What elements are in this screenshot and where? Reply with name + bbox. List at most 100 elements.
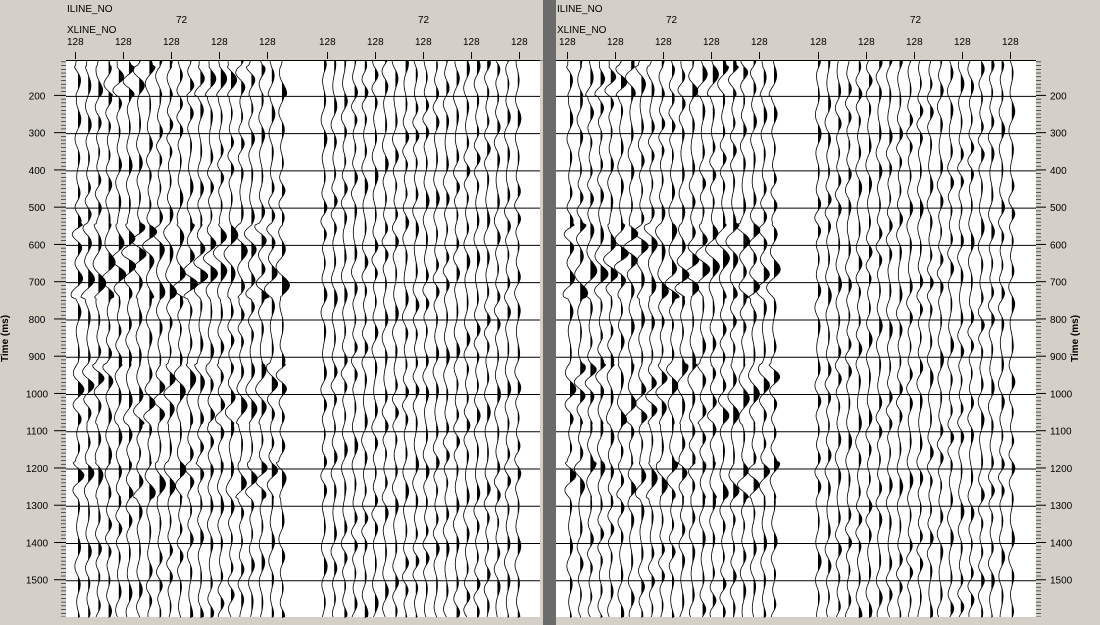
y-tick-label: 500	[29, 203, 46, 214]
y-tick-label: 300	[29, 129, 46, 140]
trace-fill	[1011, 61, 1015, 618]
trace-wiggle	[977, 61, 985, 618]
trace-wiggle	[562, 61, 577, 618]
trace-wiggle	[875, 61, 883, 618]
trace-fill	[930, 61, 934, 618]
trace-wiggle	[212, 61, 228, 618]
trace-fill	[456, 61, 460, 618]
y-axis-title: Time (ms)	[0, 314, 12, 363]
trace-fill	[889, 61, 893, 618]
xline-tick-label: 128	[858, 37, 875, 48]
xline-tick	[818, 52, 819, 59]
xline-tick	[123, 52, 124, 59]
trace-wiggle	[111, 61, 127, 618]
trace-wiggle	[747, 61, 761, 618]
trace-fill	[651, 61, 658, 618]
trace-fill	[78, 61, 84, 618]
xline-tick-label: 128	[319, 37, 336, 48]
trace-fill	[364, 61, 368, 618]
trace-fill	[743, 61, 750, 618]
y-tick-label: 300	[1050, 129, 1067, 140]
trace-fill	[981, 61, 985, 618]
trace-fill	[774, 61, 781, 618]
y-tick-label: 1500	[26, 576, 49, 587]
trace-wiggle	[814, 61, 822, 618]
wiggle-plot-right[interactable]	[556, 60, 1036, 618]
trace-fill	[88, 61, 95, 618]
xline-tick-label: 128	[810, 37, 827, 48]
trace-wiggle	[193, 61, 209, 618]
xline-tick	[471, 52, 472, 59]
trace-wiggle	[483, 61, 491, 618]
trace-wiggle	[834, 61, 843, 618]
y-tick-label: 1400	[26, 538, 49, 549]
panel-divider[interactable]	[543, 0, 556, 625]
trace-wiggle	[163, 61, 178, 618]
trace-wiggle	[725, 61, 740, 618]
trace-fill	[210, 61, 218, 618]
xline-tick-label: 128	[67, 37, 84, 48]
trace-fill	[251, 61, 258, 618]
trace-wiggle	[946, 61, 955, 618]
trace-wiggle	[643, 61, 658, 618]
xline-tick	[567, 52, 568, 59]
trace-fill	[139, 61, 147, 618]
y-tick-label: 700	[29, 278, 46, 289]
wiggle-plot-left[interactable]	[66, 60, 540, 618]
trace-wiggle	[473, 61, 481, 618]
xline-tick-label: 128	[607, 37, 624, 48]
trace-wiggle	[263, 61, 279, 618]
trace-wiggle	[735, 61, 751, 618]
trace-wiggle	[885, 61, 893, 618]
trace-wiggle	[1008, 61, 1016, 618]
trace-fill	[385, 61, 389, 618]
xline-tick-label: 128	[415, 37, 432, 48]
y-tick-label: 500	[1050, 203, 1067, 214]
trace-fill	[641, 61, 649, 618]
trace-wiggle	[594, 61, 609, 618]
y-tick-label: 600	[1050, 240, 1067, 251]
trace-fill	[497, 61, 501, 618]
xline-tick	[267, 52, 268, 59]
trace-fill	[991, 61, 995, 618]
y-tick-label: 200	[1050, 91, 1067, 102]
iline-label: ILINE_NO	[67, 4, 113, 15]
xline-tick	[219, 52, 220, 59]
trace-fill	[395, 61, 399, 618]
xline-tick-label: 128	[115, 37, 132, 48]
iline-value: 72	[666, 15, 678, 26]
trace-wiggle	[142, 61, 158, 618]
trace-fill	[702, 61, 710, 618]
trace-wiggle	[664, 61, 680, 618]
trace-wiggle	[320, 61, 328, 618]
y-tick-label: 800	[29, 315, 46, 326]
trace-wiggle	[432, 61, 440, 618]
xline-tick	[711, 52, 712, 59]
trace-wiggle	[361, 61, 369, 618]
trace-wiggle	[233, 61, 248, 618]
trace-wiggle	[381, 61, 389, 618]
xline-tick	[171, 52, 172, 59]
trace-fill	[590, 61, 597, 618]
xline-tick	[866, 52, 867, 59]
trace-fill	[436, 61, 440, 618]
seismic-panel-right: ILINE_NO XLINE_NO 72 72 128 128 128 128 128 1…	[556, 0, 1100, 625]
trace-fill	[661, 61, 669, 618]
trace-fill	[682, 61, 690, 618]
trace-wiggle	[997, 61, 1006, 617]
trace-fill	[446, 61, 450, 618]
trace-wiggle	[655, 61, 669, 618]
trace-fill	[879, 61, 883, 618]
trace-wiggle	[926, 61, 934, 618]
trace-wiggle	[844, 61, 853, 618]
trace-fill	[344, 61, 348, 618]
y-tick-label: 1200	[1050, 464, 1073, 475]
trace-wiggle	[100, 61, 116, 618]
trace-fill	[723, 61, 730, 618]
trace-wiggle	[131, 61, 147, 618]
trace-fill	[672, 61, 680, 618]
trace-wiggle	[906, 61, 914, 618]
trace-wiggle	[987, 61, 995, 618]
trace-fill	[159, 61, 166, 618]
